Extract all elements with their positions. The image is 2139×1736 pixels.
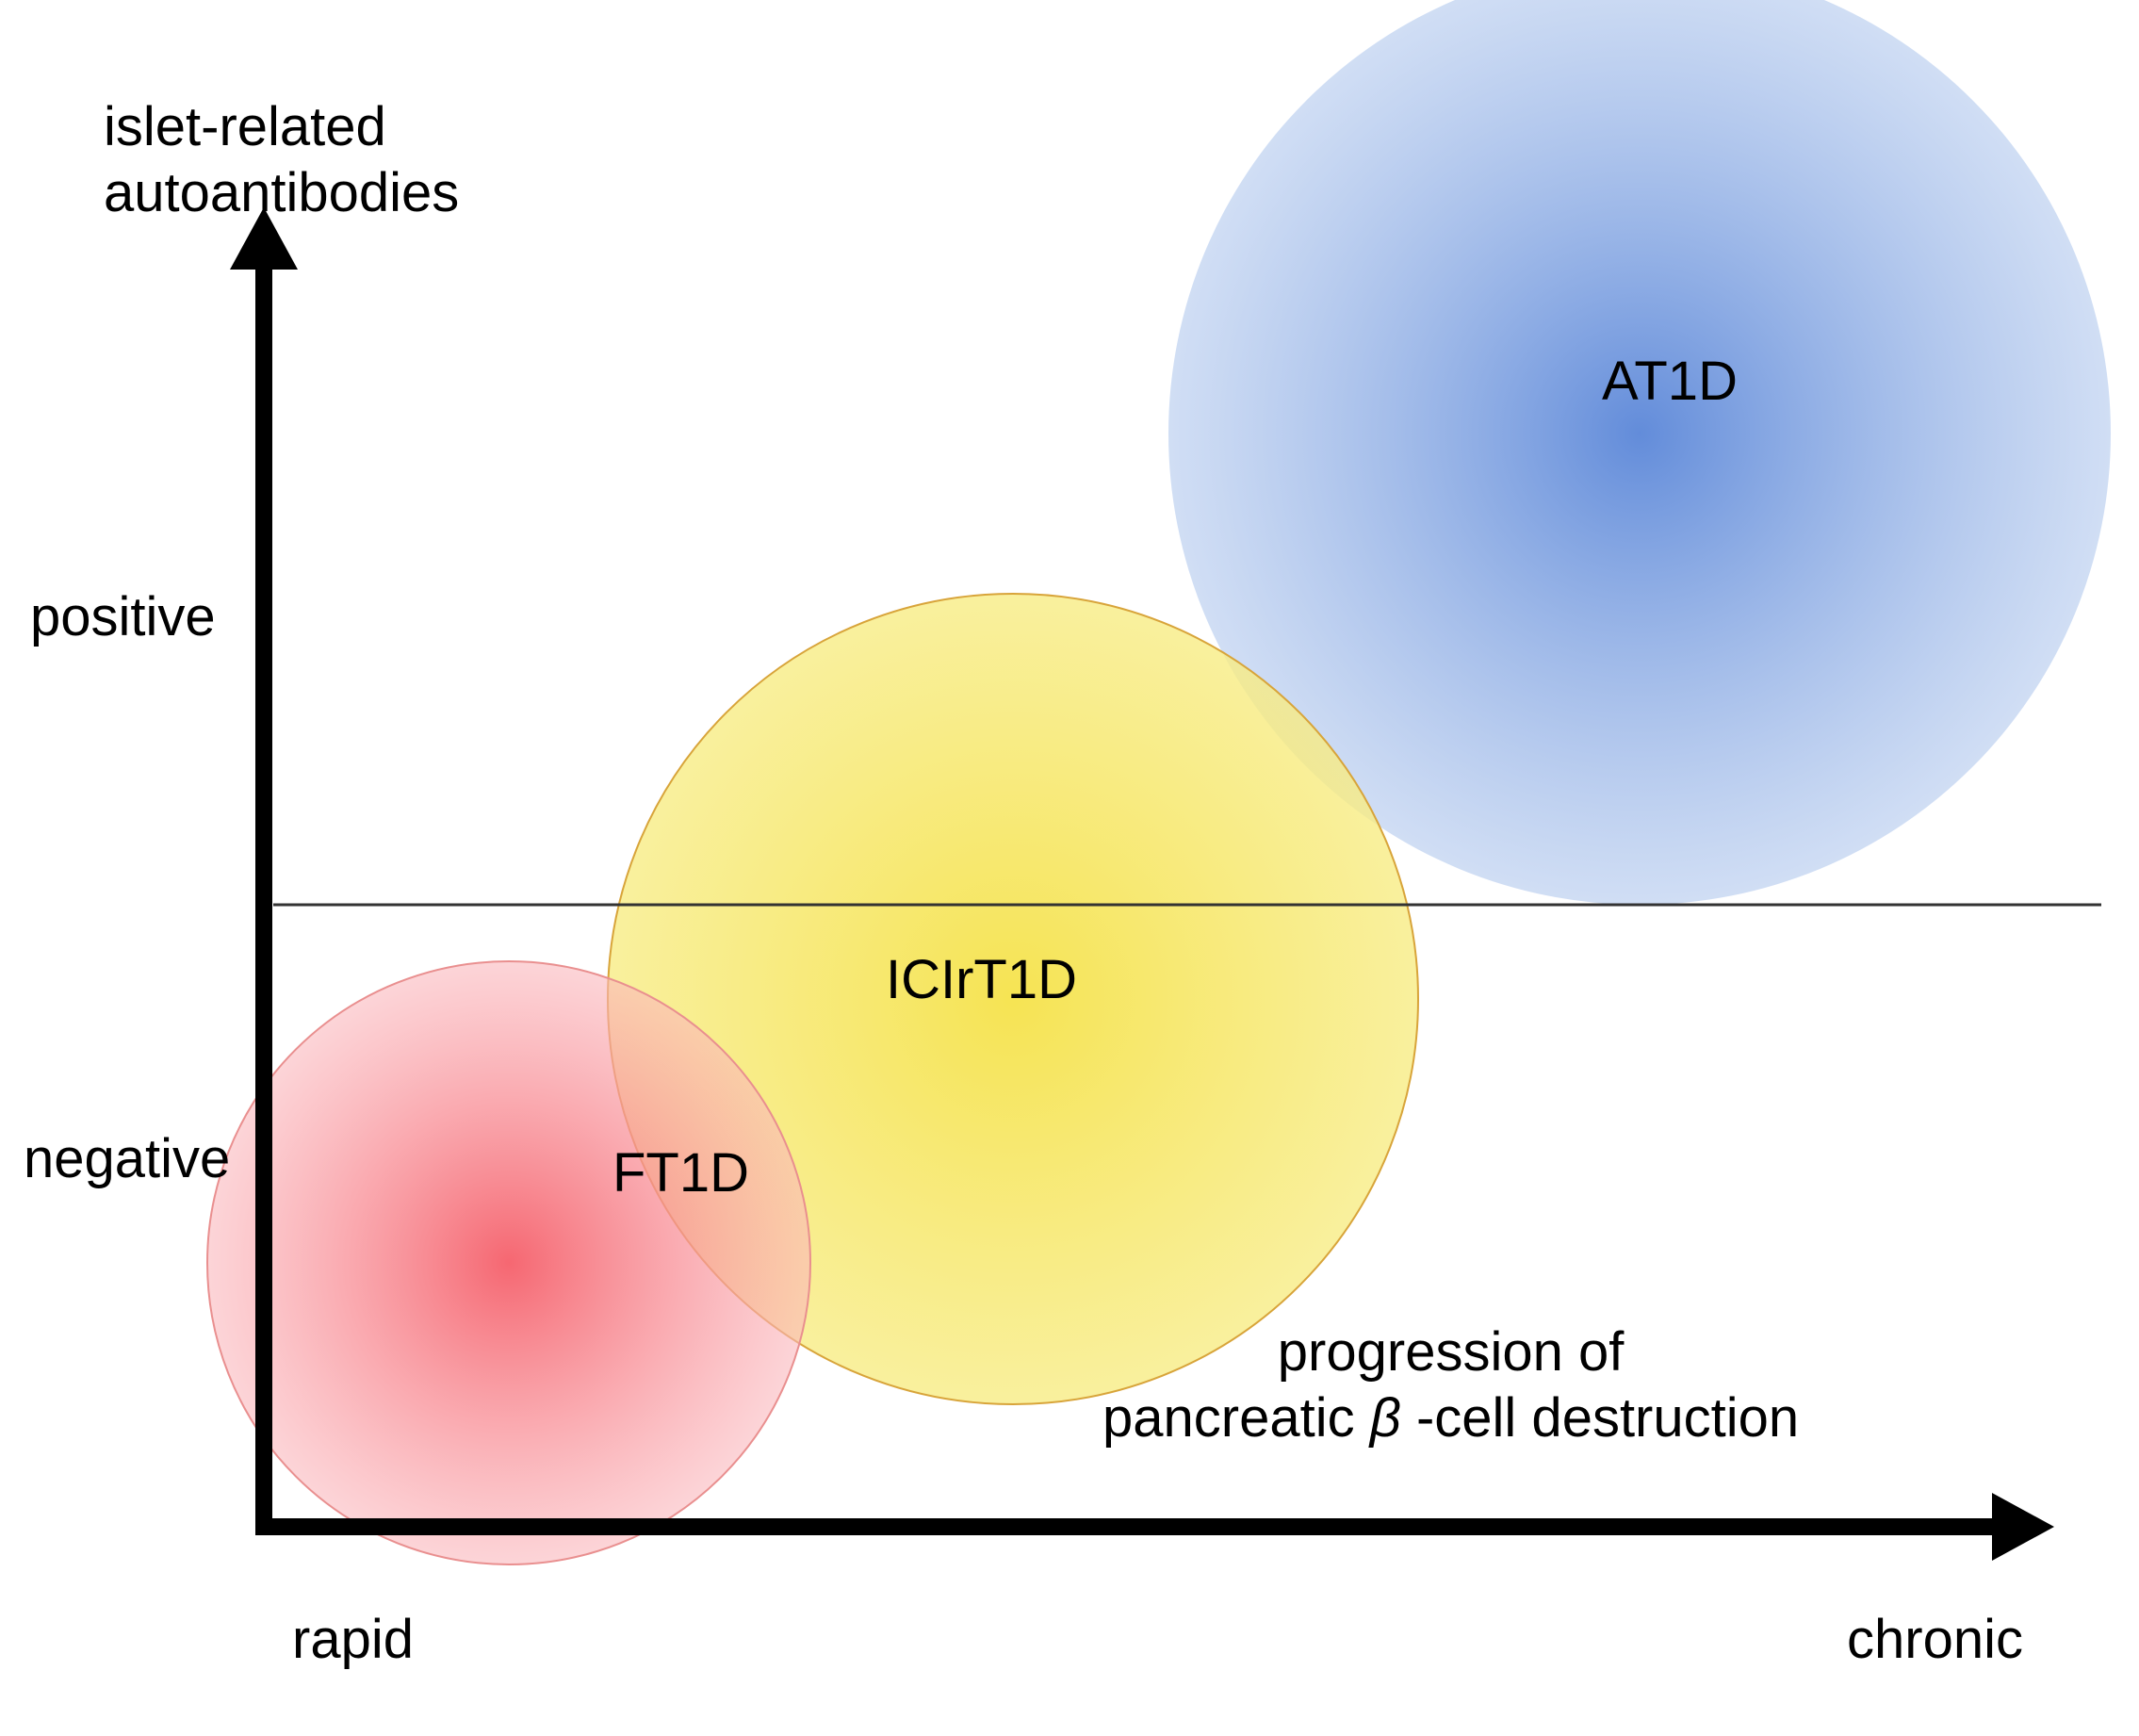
x-axis-title-line2a: pancreatic [1102,1387,1370,1449]
x-axis-title-beta: β [1370,1387,1401,1449]
y-axis-title-line2: autoantibodies [104,162,459,223]
y-axis-title: islet-related autoantibodies [104,94,459,225]
x-tick-chronic: chronic [1847,1607,2023,1673]
y-tick-negative: negative [24,1126,230,1192]
ft1d-circle [207,961,810,1564]
iclrt1d-label: ICIrT1D [886,947,1077,1013]
x-axis-title: progression of pancreatic β -cell destru… [1102,1319,1799,1450]
x-axis-title-line1: progression of [1278,1321,1625,1383]
x-tick-rapid: rapid [292,1607,414,1673]
x-axis-arrowhead [1992,1493,2054,1561]
x-axis-title-line2b: -cell destruction [1401,1387,1799,1449]
y-axis-title-line1: islet-related [104,96,386,157]
diagram-svg [0,0,2139,1736]
at1d-label: AT1D [1602,349,1738,415]
ft1d-label: FT1D [612,1140,749,1206]
y-tick-positive: positive [30,584,216,650]
